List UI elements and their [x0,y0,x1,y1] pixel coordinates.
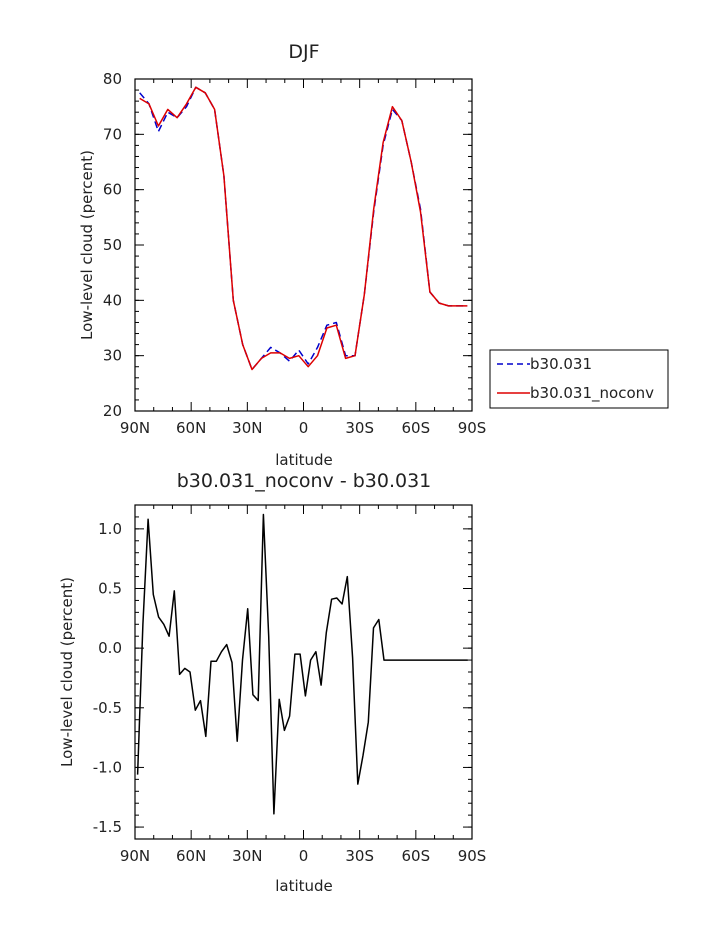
top-chart-xtick-label: 0 [299,419,309,437]
top-chart-ytick-label: 30 [103,347,122,365]
top-chart-ytick-label: 70 [103,125,122,143]
bottom-chart-ytick-label: -1.5 [93,818,122,836]
top-chart-frame [134,78,473,412]
top-chart-ytick-label: 80 [103,70,122,88]
bottom-chart-xtick-label: 30N [232,847,262,865]
top-chart: DJF Low-level cloud (percent) latitude 9… [78,41,486,469]
bottom-chart-ytick-label: 0.5 [98,580,122,598]
top-chart-ytick-label: 20 [103,402,122,420]
top-chart-series [139,86,468,371]
top-chart-ticks: 90N 60N 30N 0 30S 60S 90S 20 30 40 50 60 70 80 [103,70,486,437]
top-chart-title: DJF [288,41,319,63]
bottom-chart-title: b30.031_noconv - b30.031 [177,470,432,492]
bottom-chart-ytick-label: -0.5 [93,699,122,717]
top-chart-xtick-label: 90N [120,419,150,437]
bottom-chart-series-1-line [136,513,468,815]
bottom-chart-xtick-label: 0 [299,847,309,865]
top-chart-series-2-line [139,86,468,371]
bottom-chart-frame [134,504,473,840]
legend-box [489,349,669,409]
top-chart-xtick-label: 60S [402,419,431,437]
bottom-chart-xtick-label: 60S [402,847,431,865]
bottom-chart-ytick-label: 1.0 [98,520,122,538]
bottom-chart-ticks: 90N 60N 30N 0 30S 60S 90S -1.5 -1.0 -0.5 0.0 0.5 1.0 [93,504,487,865]
top-chart-series-1-line [139,86,468,371]
legend: b30.031 b30.031_noconv [489,349,669,409]
bottom-chart-series [136,513,468,815]
top-chart-xtick-label: 90S [458,419,487,437]
bottom-chart-ytick-label: 0.0 [98,639,122,657]
top-chart-xlabel: latitude [275,451,333,469]
bottom-chart-ylabel: Low-level cloud (percent) [58,577,76,767]
bottom-chart-xtick-label: 60N [176,847,206,865]
bottom-chart: b30.031_noconv - b30.031 Low-level cloud… [58,470,486,895]
top-chart-ylabel: Low-level cloud (percent) [78,150,96,340]
legend-label-b30-031-noconv: b30.031_noconv [530,384,654,403]
top-chart-xtick-label: 30S [345,419,374,437]
bottom-chart-xtick-label: 90S [458,847,487,865]
legend-label-b30-031: b30.031 [530,355,592,373]
top-chart-xtick-label: 60N [176,419,206,437]
top-chart-ytick-label: 50 [103,236,122,254]
top-chart-ytick-label: 60 [103,181,122,199]
bottom-chart-xtick-label: 90N [120,847,150,865]
bottom-chart-xlabel: latitude [275,877,333,895]
bottom-chart-ytick-label: -1.0 [93,758,122,776]
bottom-chart-xtick-label: 30S [345,847,374,865]
top-chart-xtick-label: 30N [232,419,262,437]
top-chart-ytick-label: 40 [103,291,122,309]
